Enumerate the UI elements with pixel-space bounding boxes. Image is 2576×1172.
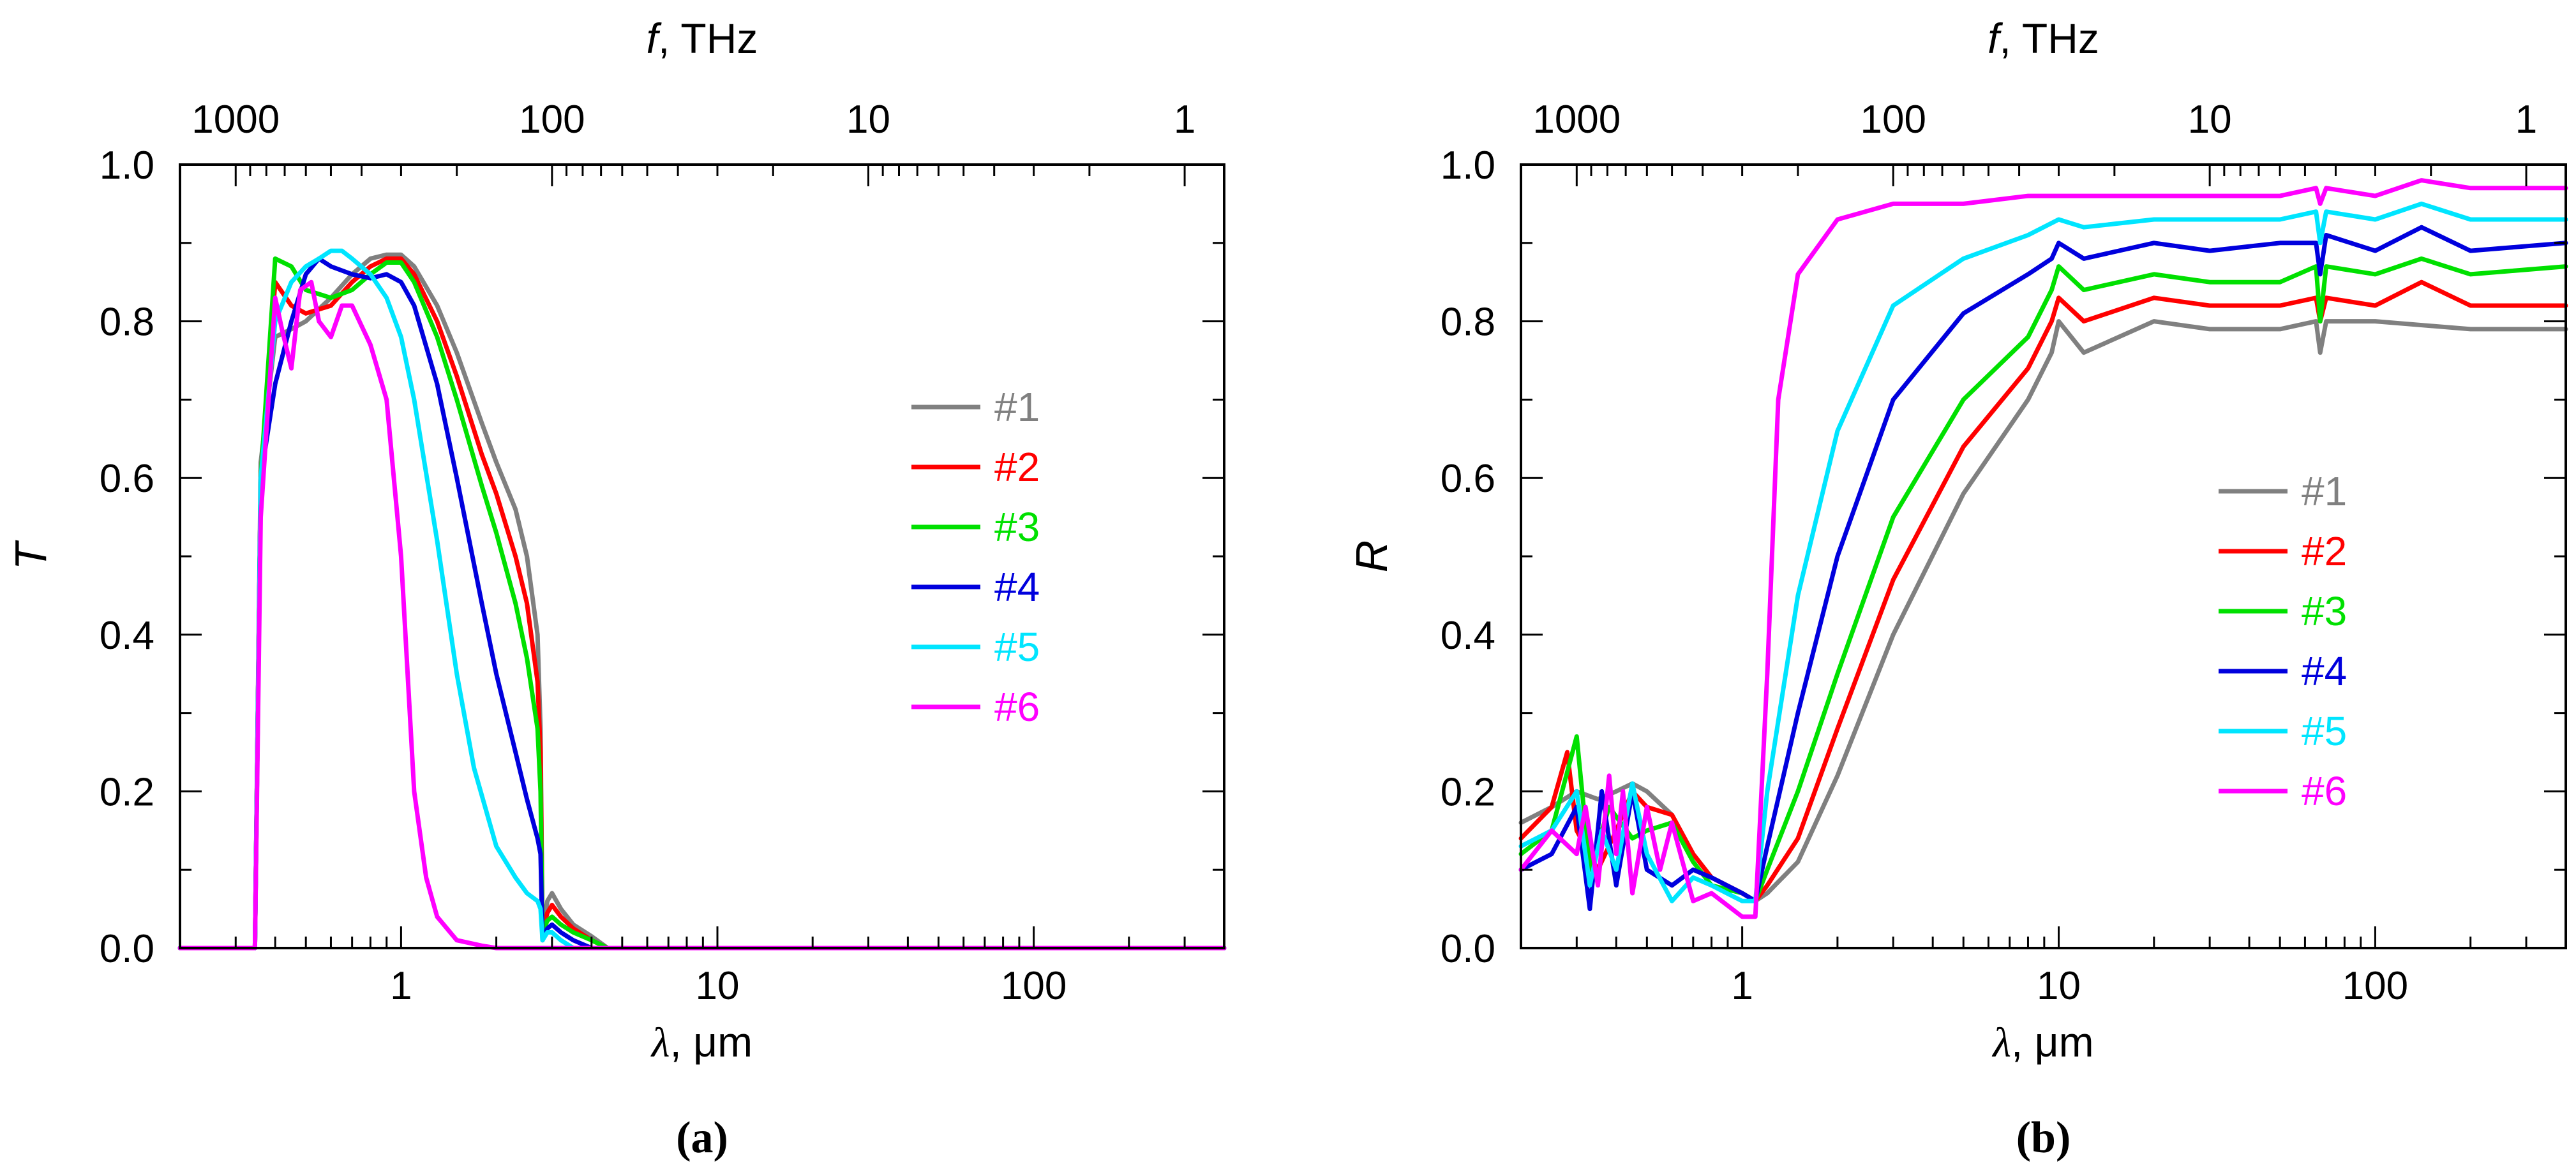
panel-a-y-tick-label: 0.2 [100,770,154,814]
panel-b-x-tick-label: 1 [1731,964,1753,1008]
panel-a-x-tick-label: 1 [390,964,412,1008]
panel-b-series-line-5 [1518,201,2568,903]
panel-b-series-line-3 [1518,256,2568,903]
panel-a-series-line-3 [177,256,1227,951]
panel-a-top-tick-label: 100 [519,98,585,142]
panel-b-top-tick-label: 100 [1861,98,1926,142]
panel-a-top-tick-label: 1 [1174,98,1195,142]
panel-b-x-axis-unit: , μm [2011,1018,2094,1065]
panel-b-top-axis-label: f, THz [1988,15,2099,62]
panel-b-x-tick-label: 100 [2342,964,2408,1008]
panel-b-x-tick-label: 10 [2037,964,2081,1008]
panel-b-series-line-1 [1518,319,2568,903]
panel-b-legend: #1 #2 #3 #4 #5 #6 [2219,468,2347,814]
panel-a-y-tick-label: 0.0 [100,927,154,971]
panel-a-top-tick-label: 1000 [191,98,280,142]
panel-a-x-tick-label: 10 [696,964,740,1008]
panel-b-y-tick-label: 0.8 [1441,300,1495,345]
panel-b-top-axis-unit: , THz [1999,15,2099,62]
panel-a-legend-label-5: #5 [994,624,1040,670]
panel-b-legend-label-5: #5 [2302,708,2347,754]
panel-a-y-axis-label: T [6,540,56,570]
panel-b-panel-label: (b) [2016,1113,2071,1162]
panel-b-y-tick-label: 1.0 [1441,144,1495,188]
panel-a-y-tick-label: 0.4 [100,614,154,658]
panel-a-y-tick-label: 1.0 [100,144,154,188]
panel-a-top-tick-label: 10 [846,98,890,142]
panel-a-legend-label-6: #6 [994,684,1040,730]
panel-b-series-line-4 [1518,225,2568,912]
panel-b-legend-label-1: #1 [2302,468,2347,514]
panel-b-series-line-6 [1518,178,2568,919]
panel-b-y-tick-label: 0.6 [1441,457,1495,501]
panel-a-series-line-1 [177,252,1227,951]
panel-a-legend-label-4: #4 [994,564,1040,610]
panel-b-top-tick-label: 1000 [1532,98,1621,142]
panel-a-legend-label-1: #1 [994,384,1040,430]
panel-b-y-tick-label: 0.0 [1441,927,1495,971]
panel-a-legend-label-2: #2 [994,444,1040,490]
panel-a-series-line-6 [177,279,1227,951]
panel-b-legend-label-4: #4 [2302,648,2347,694]
panel-a-legend: #1 #2 #3 #4 #5 #6 [911,384,1040,730]
panel-a-x-axis-unit: , μm [670,1018,753,1065]
panel-a-series-group [177,248,1227,951]
panel-b-y-tick-label: 0.4 [1441,614,1495,658]
panel-b-y-tick-label: 0.2 [1441,770,1495,814]
panel-a-x-axis-symbol: λ [650,1020,670,1066]
panel-b-legend-label-6: #6 [2302,768,2347,814]
panel-a-y-tick-label: 0.6 [100,457,154,501]
panel-a-panel-label: (a) [676,1113,728,1162]
panel-a-top-axis-label: f, THz [647,15,758,62]
panel-b-legend-label-2: #2 [2302,528,2347,574]
panel-b-y-axis-label: R [1347,540,1397,573]
panel-a-top-axis-unit: , THz [658,15,758,62]
panel-b-legend-label-3: #3 [2302,588,2347,634]
panel-a-x-axis-label: λ, μm [650,1018,753,1066]
panel-b-x-axis-label: λ, μm [1991,1018,2093,1066]
panel-b-series-group [1518,178,2568,919]
panel-b-top-tick-label: 10 [2188,98,2232,142]
panel-a-series-line-5 [177,248,1227,951]
panel-a-chart: 1 10 100 1000 100 10 1 0.0 0.2 0.4 0.6 0.8 1.0 λ, μm f… [6,15,1227,1162]
panel-a-y-tick-label: 0.8 [100,300,154,345]
panel-b-x-axis-symbol: λ [1991,1020,2011,1066]
panel-b-chart: 1 10 100 1000 100 10 1 0.0 0.2 0.4 0.6 0.8 1.0 λ, μm f… [1347,15,2568,1162]
panel-a-legend-label-3: #3 [994,504,1040,550]
panel-b-top-tick-label: 1 [2515,98,2537,142]
panel-a-x-tick-label: 100 [1001,964,1067,1008]
